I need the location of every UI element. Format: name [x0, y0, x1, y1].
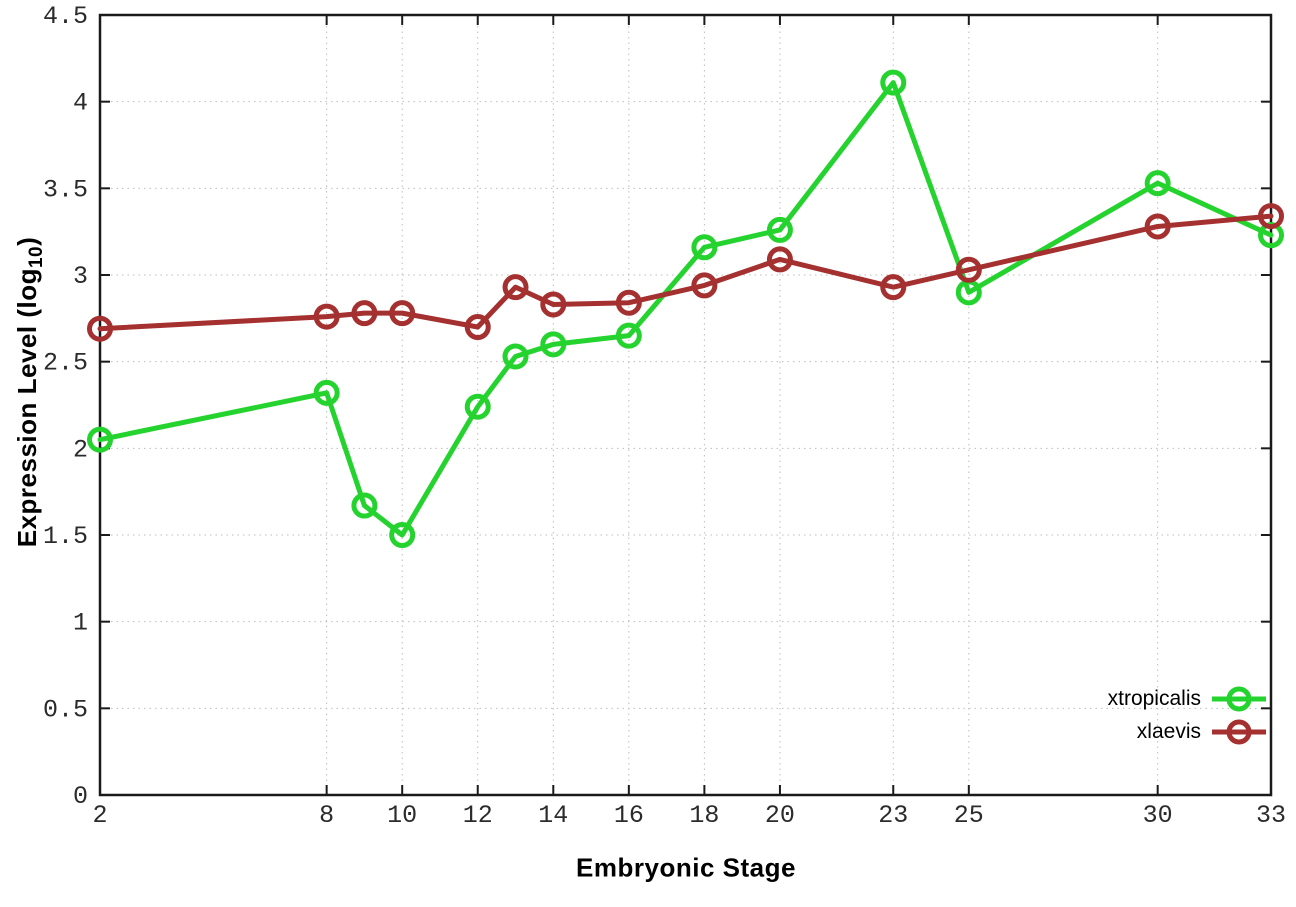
x-axis-title: Embryonic Stage: [576, 852, 796, 883]
y-axis-title-suffix: ): [12, 236, 42, 246]
legend-marker-xtropicalis: [1212, 686, 1266, 712]
data-point-xtropicalis: [880, 69, 907, 96]
data-point-xtropicalis: [540, 331, 567, 358]
data-point-xtropicalis: [464, 393, 491, 420]
y-tick-label: 1.5: [43, 522, 88, 551]
data-point-xtropicalis: [615, 322, 642, 349]
y-axis-title: Expression Level (log10): [12, 237, 48, 548]
y-tick-label: 3.5: [43, 175, 88, 204]
data-point-xtropicalis: [87, 426, 113, 453]
x-tick-label: 10: [387, 801, 417, 830]
y-tick-label: 1: [73, 609, 88, 638]
data-point-xlaevis: [502, 274, 529, 301]
plot-border: [98, 13, 1273, 797]
data-point-xlaevis: [955, 256, 982, 283]
x-tick-label: 23: [878, 801, 908, 830]
x-tick-label: 8: [319, 801, 334, 830]
x-tick-label: 16: [614, 801, 644, 830]
y-tick-label: 4.5: [43, 2, 88, 31]
y-tick-label: 3: [73, 262, 88, 291]
x-tick-label: 20: [765, 801, 795, 830]
y-tick-label: 4: [73, 89, 88, 118]
data-point-xlaevis: [389, 300, 416, 327]
y-axis-title-text: Expression Level (log: [12, 268, 42, 548]
x-tick-label: 33: [1256, 801, 1286, 830]
data-point-xtropicalis: [766, 216, 793, 243]
x-tick-label: 18: [689, 801, 719, 830]
data-point-xtropicalis: [502, 343, 529, 370]
data-point-xlaevis: [1258, 203, 1284, 230]
data-point-xtropicalis: [389, 522, 416, 548]
data-point-xtropicalis: [313, 379, 340, 406]
y-tick-label: 0.5: [43, 695, 88, 724]
legend: xtropicalis xlaevis: [1108, 684, 1268, 747]
y-tick-label: 2.5: [43, 349, 88, 378]
x-tick-label: 2: [92, 801, 107, 830]
data-point-xtropicalis: [1144, 170, 1171, 197]
data-point-xlaevis: [351, 300, 378, 327]
data-point-xlaevis: [464, 314, 491, 340]
data-point-xlaevis: [766, 246, 793, 273]
data-point-xlaevis: [615, 289, 642, 316]
x-tick-label: 14: [538, 801, 568, 830]
data-point-xlaevis: [1144, 213, 1171, 240]
x-tick-label: 25: [954, 801, 984, 830]
data-point-xlaevis: [691, 272, 718, 299]
legend-marker-xlaevis: [1212, 719, 1266, 745]
y-axis-title-subscript: 10: [26, 245, 47, 269]
y-tick-label: 0: [73, 782, 88, 811]
data-point-xlaevis: [313, 303, 340, 330]
x-tick-label: 30: [1143, 801, 1173, 830]
data-point-xlaevis: [87, 315, 113, 342]
data-point-xlaevis: [540, 291, 567, 318]
x-tick-label: 12: [463, 801, 493, 830]
data-point-xtropicalis: [351, 492, 378, 519]
y-tick-label: 2: [73, 435, 88, 464]
series-line-xtropicalis: [97, 80, 1274, 538]
legend-label: xtropicalis: [1107, 687, 1201, 710]
legend-item-xlaevis: xlaevis: [1108, 717, 1268, 747]
legend-label: xlaevis: [1136, 720, 1201, 743]
legend-item-xtropicalis: xtropicalis: [1108, 684, 1268, 714]
data-point-xtropicalis: [691, 234, 718, 261]
data-point-xlaevis: [880, 274, 907, 301]
